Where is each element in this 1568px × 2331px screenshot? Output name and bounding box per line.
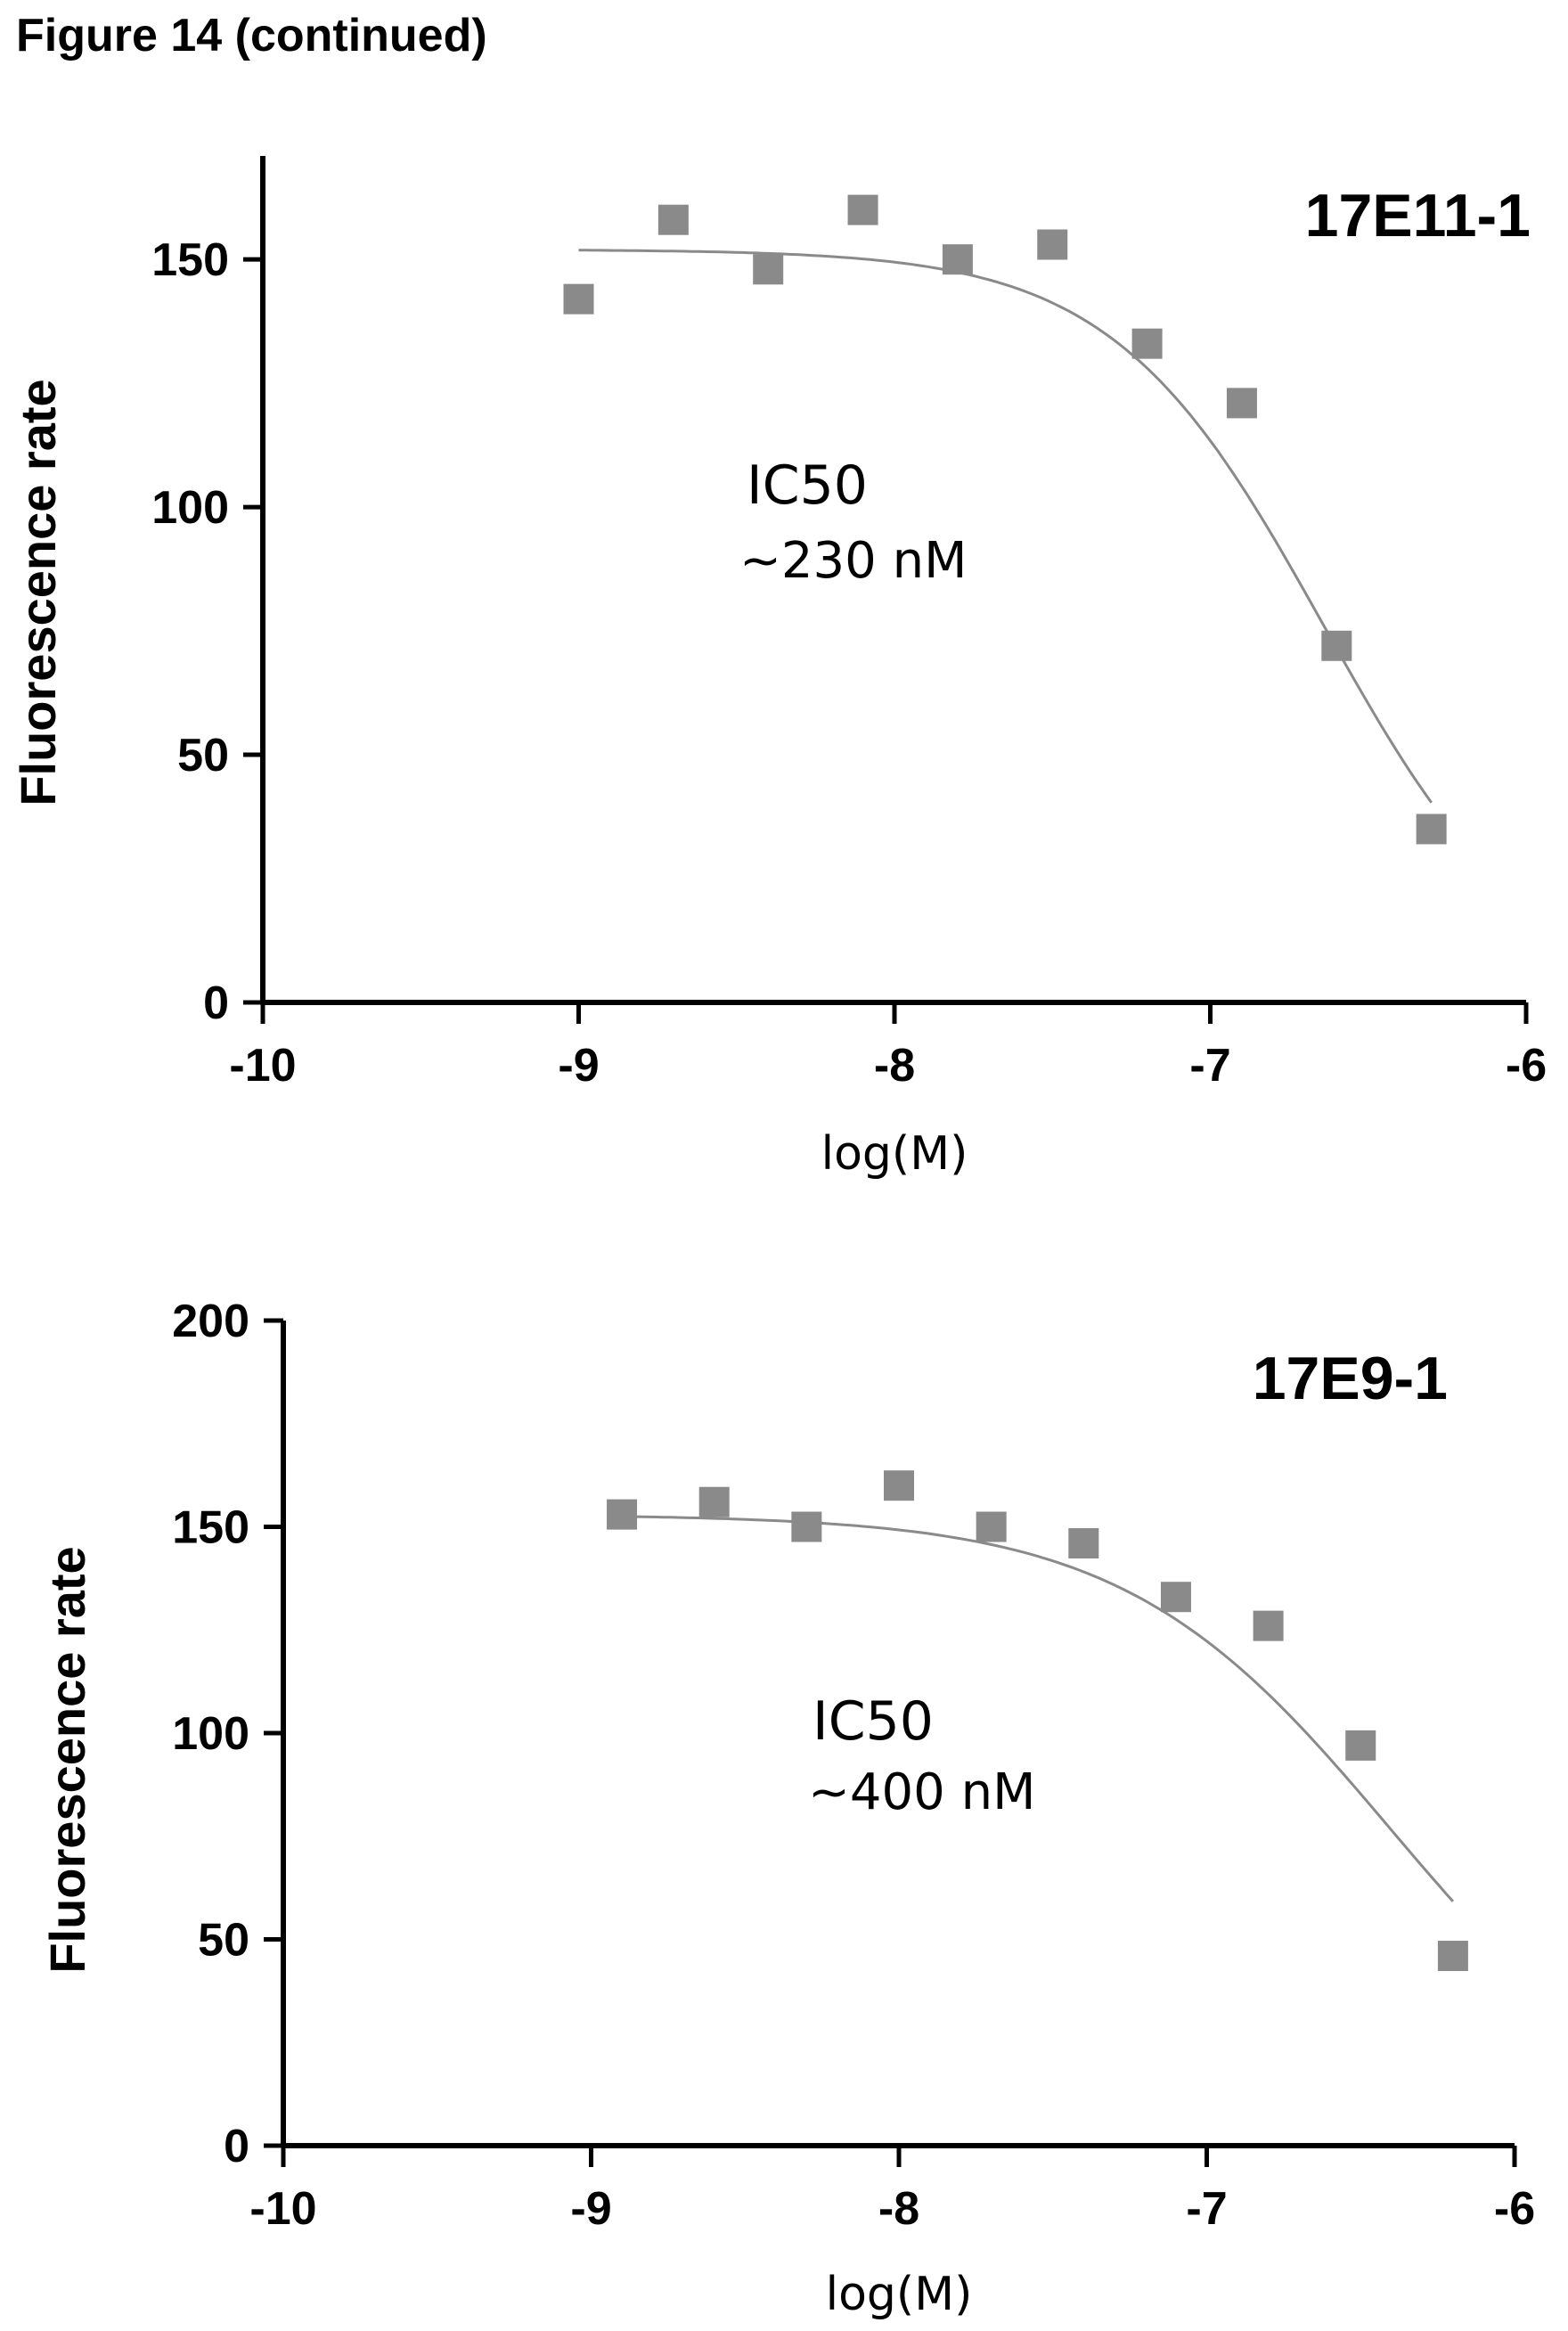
ic50-value: ~400 nM [808, 1763, 1035, 1821]
x-tick-label: -10 [249, 2183, 316, 2235]
data-point [1131, 328, 1163, 359]
data-point [1226, 388, 1257, 419]
data-point [657, 204, 689, 235]
y-tick-label: 150 [151, 234, 229, 286]
x-tick-label: -6 [1494, 2183, 1535, 2235]
data-point [698, 1486, 730, 1517]
figure-title: Figure 14 (continued) [16, 10, 487, 61]
ic50-label: IC50 [813, 1690, 934, 1753]
ic50-value: ~230 nM [739, 532, 967, 590]
data-point [884, 1470, 914, 1501]
y-tick-label: 0 [224, 2121, 249, 2172]
y-axis-title: Fluorescence rate [39, 1546, 95, 1973]
x-tick-label: -7 [1189, 1040, 1230, 1092]
data-point [607, 1499, 638, 1530]
data-point [847, 194, 878, 225]
data-point [563, 283, 594, 315]
data-point [1437, 1941, 1468, 1972]
x-tick-label: -7 [1186, 2183, 1227, 2235]
data-point [1253, 1610, 1284, 1641]
x-tick-label: -10 [229, 1040, 296, 1092]
x-tick-label: -8 [874, 1040, 915, 1092]
data-point [1160, 1582, 1191, 1613]
y-tick-label: 200 [172, 1296, 249, 1347]
x-tick-label: -6 [1506, 1040, 1547, 1092]
y-tick-label: 0 [203, 977, 229, 1029]
fit-curve [621, 1515, 1455, 1902]
x-tick-label: -9 [558, 1040, 599, 1092]
y-tick-label: 100 [151, 482, 229, 534]
y-tick-label: 100 [172, 1708, 249, 1760]
y-tick-label: 50 [177, 730, 229, 781]
data-point [976, 1511, 1007, 1542]
x-tick-label: -8 [878, 2183, 919, 2235]
y-tick-label: 50 [198, 1915, 249, 1967]
data-point [753, 254, 784, 285]
y-axis-title: Fluorescence rate [10, 379, 66, 806]
panel-label: 17E11-1 [1305, 182, 1531, 249]
chart-17e9-1: 0 50 100 150 200 -10 -9 -8 -7 -6 Fluorescence rate… [39, 1296, 1535, 2321]
x-tick-label: -9 [570, 2183, 611, 2235]
data-point [1345, 1730, 1376, 1761]
data-point [942, 244, 973, 275]
fit-curve [578, 249, 1433, 804]
panel-label: 17E9-1 [1253, 1345, 1448, 1412]
data-point [791, 1511, 822, 1542]
y-tick-label: 150 [172, 1502, 249, 1554]
data-point [1037, 229, 1068, 260]
data-point [1321, 630, 1352, 661]
data-point [1068, 1528, 1099, 1559]
x-axis-title: log(M) [821, 1127, 968, 1181]
chart-17e11-1: 0 50 100 150 -10 -9 -8 -7 -6 Fluorescence rate log… [10, 156, 1547, 1181]
x-axis-title: log(M) [826, 2268, 973, 2321]
data-point [1416, 814, 1447, 845]
ic50-label: IC50 [747, 454, 868, 517]
